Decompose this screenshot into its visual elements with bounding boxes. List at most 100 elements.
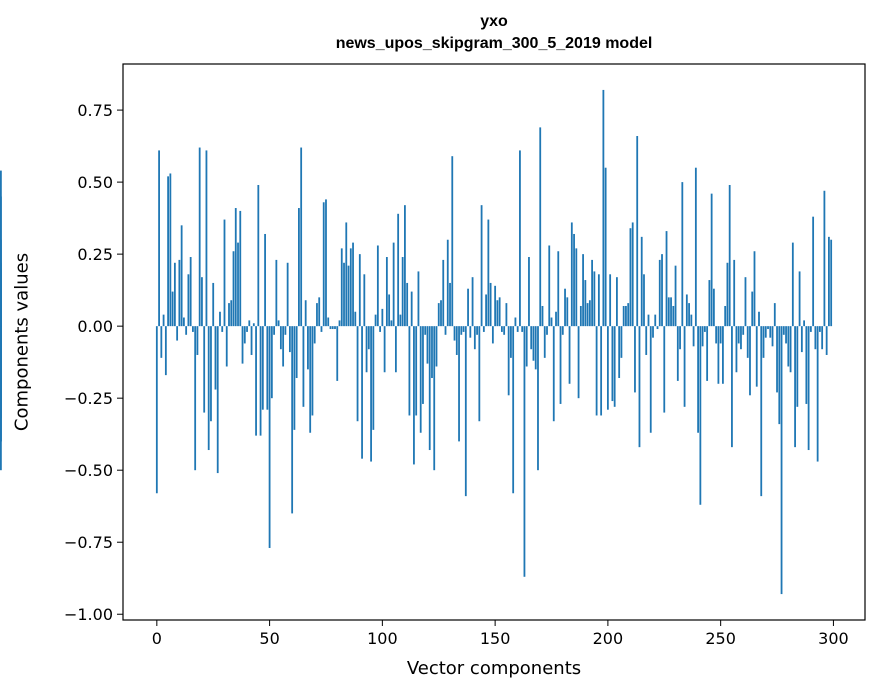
bar bbox=[194, 326, 197, 471]
bar bbox=[246, 326, 248, 332]
bar bbox=[830, 239, 833, 327]
bar bbox=[365, 326, 368, 373]
bar bbox=[555, 311, 557, 327]
bar bbox=[692, 326, 695, 347]
bar bbox=[609, 274, 612, 327]
bar bbox=[647, 314, 650, 327]
bar bbox=[192, 326, 194, 332]
y-tick-label: 0.25 bbox=[77, 245, 113, 264]
bar bbox=[406, 282, 409, 327]
bar bbox=[652, 326, 654, 338]
bar bbox=[476, 326, 478, 335]
bar bbox=[334, 326, 336, 330]
bar bbox=[735, 326, 738, 373]
bar bbox=[758, 311, 760, 327]
bar bbox=[620, 326, 623, 358]
bar bbox=[401, 257, 404, 327]
bar bbox=[625, 305, 627, 327]
bar bbox=[566, 297, 569, 327]
bar bbox=[791, 242, 794, 327]
bar bbox=[480, 205, 483, 327]
y-axis-label: Components values bbox=[11, 252, 33, 432]
bar bbox=[307, 326, 309, 370]
bar bbox=[417, 271, 420, 327]
bar bbox=[548, 245, 551, 327]
bar bbox=[455, 326, 458, 355]
bar bbox=[667, 297, 670, 327]
y-tick-label: −0.75 bbox=[64, 533, 113, 552]
bar bbox=[164, 326, 167, 376]
x-tick-label: 50 bbox=[259, 629, 279, 648]
bar bbox=[232, 251, 235, 327]
bar bbox=[0, 326, 2, 442]
bar bbox=[728, 184, 731, 327]
bar bbox=[453, 326, 456, 341]
bar bbox=[618, 326, 621, 379]
bar bbox=[807, 326, 810, 451]
chart-title: yxo bbox=[480, 13, 508, 30]
bar bbox=[0, 317, 2, 327]
bar bbox=[374, 314, 377, 327]
bar bbox=[611, 326, 614, 402]
bar bbox=[300, 147, 303, 327]
bar bbox=[503, 326, 506, 335]
bar bbox=[291, 326, 294, 514]
bar bbox=[584, 280, 587, 327]
bar bbox=[216, 326, 219, 474]
bar bbox=[588, 300, 591, 327]
bar bbox=[433, 326, 436, 471]
bar bbox=[658, 259, 661, 327]
x-tick-label: 0 bbox=[152, 629, 162, 648]
chart-subtitle: news_upos_skipgram_300_5_2019 model bbox=[335, 35, 653, 52]
bar bbox=[155, 326, 158, 494]
bar bbox=[237, 242, 239, 327]
bar bbox=[381, 308, 384, 327]
bar bbox=[182, 317, 185, 327]
bar bbox=[0, 170, 2, 327]
bar bbox=[582, 254, 584, 327]
bar bbox=[663, 326, 666, 413]
bar bbox=[719, 326, 722, 344]
bar bbox=[789, 326, 792, 373]
bar bbox=[604, 167, 607, 327]
bar bbox=[241, 326, 244, 364]
bar bbox=[638, 326, 641, 448]
bar bbox=[537, 326, 539, 471]
bar bbox=[514, 317, 517, 327]
bar bbox=[225, 326, 228, 367]
bar bbox=[207, 326, 210, 451]
y-axis: −1.00 −0.75 −0.50 −0.25 0.00 0.25 0.50 0.75 bbox=[64, 101, 123, 624]
bar bbox=[460, 326, 463, 335]
bar bbox=[158, 150, 160, 327]
bar bbox=[268, 326, 271, 548]
bar bbox=[760, 326, 763, 497]
bar bbox=[257, 184, 260, 327]
bar bbox=[634, 326, 636, 393]
bar bbox=[814, 326, 817, 350]
bar bbox=[309, 326, 312, 433]
bar bbox=[742, 326, 745, 335]
bar bbox=[737, 326, 740, 344]
bar bbox=[277, 320, 280, 327]
bar bbox=[622, 305, 625, 327]
bar bbox=[442, 259, 445, 327]
bar bbox=[561, 326, 564, 335]
bar bbox=[173, 262, 176, 327]
bar bbox=[320, 326, 323, 332]
bar bbox=[500, 326, 503, 332]
bar bbox=[679, 326, 681, 350]
bar bbox=[616, 277, 618, 327]
bar bbox=[352, 242, 354, 327]
bar bbox=[187, 274, 190, 327]
bar bbox=[473, 326, 476, 350]
bar bbox=[753, 251, 756, 327]
bar bbox=[541, 305, 544, 327]
bar bbox=[419, 326, 422, 433]
bar bbox=[354, 311, 357, 327]
bar bbox=[239, 210, 242, 327]
bar bbox=[388, 294, 391, 327]
bar bbox=[203, 326, 206, 413]
bar bbox=[546, 326, 548, 335]
bar bbox=[712, 288, 715, 327]
